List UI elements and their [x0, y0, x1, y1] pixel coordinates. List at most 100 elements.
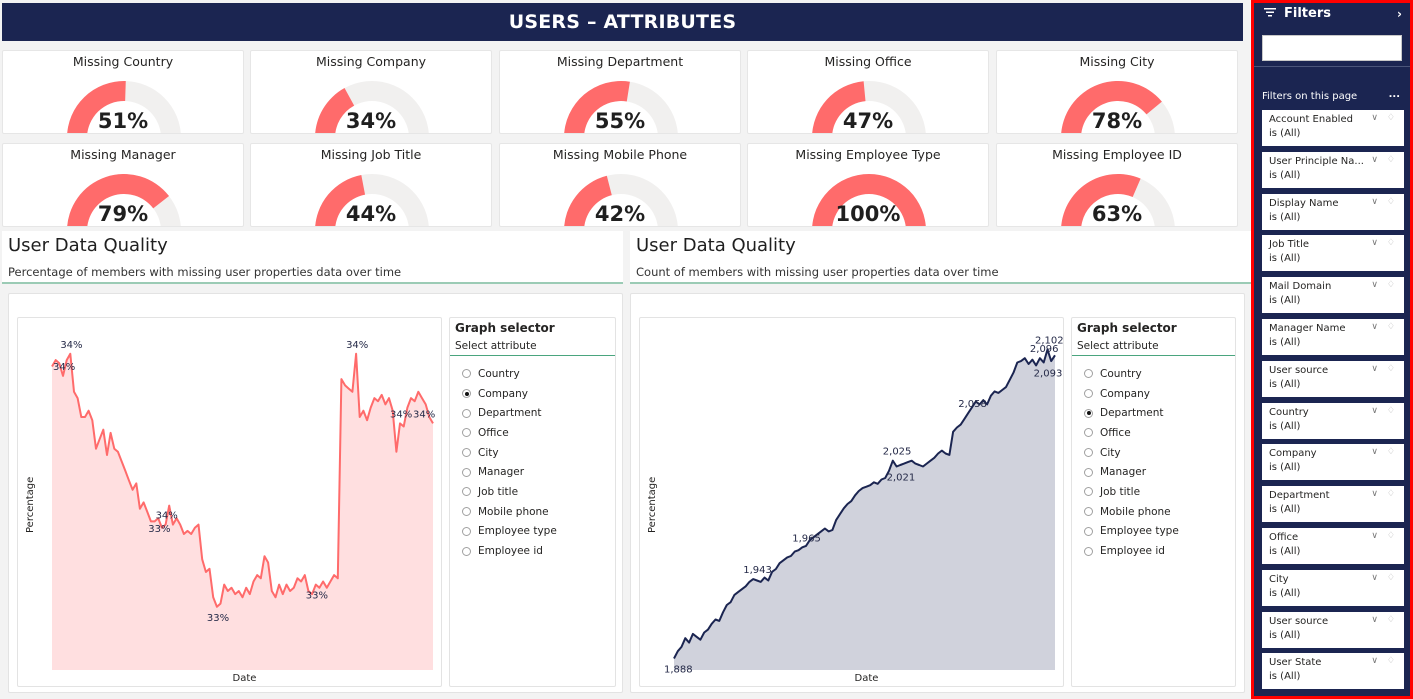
radio-button[interactable]: [1084, 369, 1093, 379]
attribute-option[interactable]: Company: [1084, 384, 1179, 404]
filter-card[interactable]: User Principle Na... is (All) ∨ ♢: [1262, 151, 1404, 188]
eraser-icon[interactable]: ♢: [1386, 363, 1395, 374]
attribute-option[interactable]: Job title: [1084, 482, 1179, 502]
filter-card[interactable]: Job Title is (All) ∨ ♢: [1262, 235, 1404, 272]
filter-value: is (All): [1269, 211, 1301, 223]
eraser-icon[interactable]: ♢: [1386, 531, 1395, 541]
option-label: Mobile phone: [478, 505, 549, 518]
radio-button[interactable]: [462, 428, 471, 438]
radio-button[interactable]: [462, 448, 471, 458]
attribute-option[interactable]: Mobile phone: [462, 502, 557, 522]
radio-button[interactable]: [1084, 546, 1093, 556]
chevron-down-icon[interactable]: ∨: [1371, 572, 1378, 583]
filter-card[interactable]: Company is (All) ∨ ♢: [1262, 444, 1404, 481]
radio-button[interactable]: [1084, 389, 1093, 399]
attribute-option[interactable]: Employee type: [462, 522, 557, 542]
radio-button[interactable]: [462, 487, 471, 497]
attribute-option[interactable]: Employee id: [1084, 541, 1179, 561]
attribute-option[interactable]: Job title: [462, 482, 557, 502]
percentage-chart[interactable]: 34% 34% 34% 33% 33% 33% 34% 34% 34% Date Percentag…: [17, 317, 442, 687]
chevron-down-icon[interactable]: ∨: [1371, 196, 1378, 207]
chevron-down-icon[interactable]: ∨: [1371, 363, 1378, 374]
chevron-down-icon[interactable]: ∨: [1371, 322, 1378, 332]
radio-button[interactable]: [462, 507, 471, 517]
attribute-option[interactable]: Country: [462, 364, 557, 384]
eraser-icon[interactable]: ♢: [1386, 447, 1395, 458]
filter-value: is (All): [1269, 504, 1301, 516]
attribute-option[interactable]: Employee id: [462, 541, 557, 561]
filter-card[interactable]: City is (All) ∨ ♢: [1262, 569, 1404, 606]
radio-button[interactable]: [462, 369, 471, 379]
filters-title: Filters: [1284, 6, 1331, 21]
eraser-icon[interactable]: ♢: [1386, 405, 1395, 416]
attribute-option[interactable]: Company: [462, 384, 557, 404]
radio-button[interactable]: [462, 408, 471, 418]
filter-card[interactable]: Country is (All) ∨ ♢: [1262, 402, 1404, 439]
eraser-icon[interactable]: ♢: [1386, 489, 1395, 500]
gauge-fill: [67, 174, 170, 226]
count-chart[interactable]: 1,888 1,943 1,965 2,025 2,021 2,058 2,096 2,102…: [639, 317, 1064, 687]
eraser-icon[interactable]: ♢: [1386, 572, 1395, 583]
radio-button[interactable]: [1084, 408, 1093, 418]
chevron-right-icon[interactable]: ›: [1397, 7, 1402, 21]
filter-card[interactable]: Office is (All) ∨ ♢: [1262, 528, 1404, 564]
attribute-option[interactable]: Office: [1084, 423, 1179, 443]
radio-button[interactable]: [462, 526, 471, 536]
attribute-option[interactable]: Department: [1084, 403, 1179, 423]
eraser-icon[interactable]: ♢: [1386, 322, 1395, 332]
filter-name: Manager Name: [1269, 323, 1346, 334]
chevron-down-icon[interactable]: ∨: [1371, 113, 1378, 123]
attribute-option[interactable]: City: [1084, 443, 1179, 463]
chevron-down-icon[interactable]: ∨: [1371, 405, 1378, 416]
filters-divider: [1254, 66, 1410, 67]
radio-button[interactable]: [462, 389, 471, 399]
filter-card[interactable]: Department is (All) ∨ ♢: [1262, 486, 1404, 523]
attribute-option[interactable]: Employee type: [1084, 522, 1179, 542]
radio-button[interactable]: [1084, 487, 1093, 497]
attribute-option[interactable]: Mobile phone: [1084, 502, 1179, 522]
radio-button[interactable]: [462, 467, 471, 477]
attribute-option[interactable]: City: [462, 443, 557, 463]
attribute-option[interactable]: Manager: [1084, 462, 1179, 482]
chevron-down-icon[interactable]: ∨: [1371, 531, 1378, 541]
radio-button[interactable]: [462, 546, 471, 556]
filter-card[interactable]: Mail Domain is (All) ∨ ♢: [1262, 277, 1404, 314]
filter-card[interactable]: User source is (All) ∨ ♢: [1262, 611, 1404, 648]
filter-card[interactable]: Manager Name is (All) ∨ ♢: [1262, 319, 1404, 355]
chevron-down-icon[interactable]: ∨: [1371, 280, 1378, 291]
eraser-icon[interactable]: ♢: [1386, 196, 1395, 207]
filter-name: Department: [1269, 490, 1330, 502]
radio-button[interactable]: [1084, 428, 1093, 438]
more-options-button[interactable]: ...: [1388, 89, 1400, 100]
chevron-down-icon[interactable]: ∨: [1371, 656, 1378, 667]
radio-button[interactable]: [1084, 467, 1093, 477]
eraser-icon[interactable]: ♢: [1386, 656, 1395, 667]
chevron-down-icon[interactable]: ∨: [1371, 154, 1378, 165]
eraser-icon[interactable]: ♢: [1386, 113, 1395, 123]
filters-search-input[interactable]: [1262, 35, 1402, 61]
eraser-icon[interactable]: ♢: [1386, 154, 1395, 165]
radio-button[interactable]: [1084, 507, 1093, 517]
filter-card[interactable]: User source is (All) ∨ ♢: [1262, 360, 1404, 397]
chevron-down-icon[interactable]: ∨: [1371, 447, 1378, 458]
radio-button[interactable]: [1084, 448, 1093, 458]
eraser-icon[interactable]: ♢: [1386, 280, 1395, 291]
chevron-down-icon[interactable]: ∨: [1371, 238, 1378, 249]
filter-name: Company: [1269, 448, 1317, 460]
filter-card[interactable]: User State is (All) ∨ ♢: [1262, 653, 1404, 690]
eraser-icon[interactable]: ♢: [1386, 614, 1395, 625]
attribute-option[interactable]: Office: [462, 423, 557, 443]
gauge-fill: [67, 81, 126, 133]
radio-button[interactable]: [1084, 526, 1093, 536]
chevron-down-icon[interactable]: ∨: [1371, 614, 1378, 625]
attribute-option[interactable]: Country: [1084, 364, 1179, 384]
attribute-option[interactable]: Department: [462, 403, 557, 423]
eraser-icon[interactable]: ♢: [1386, 238, 1395, 249]
filter-card[interactable]: Account Enabled is (All) ∨ ♢: [1262, 110, 1404, 146]
selector-divider: [1072, 355, 1235, 356]
filter-card[interactable]: Display Name is (All) ∨ ♢: [1262, 193, 1404, 230]
chevron-down-icon[interactable]: ∨: [1371, 489, 1378, 500]
option-label: Manager: [1100, 466, 1147, 479]
attribute-option[interactable]: Manager: [462, 462, 557, 482]
page-title: USERS – ATTRIBUTES: [2, 3, 1243, 41]
